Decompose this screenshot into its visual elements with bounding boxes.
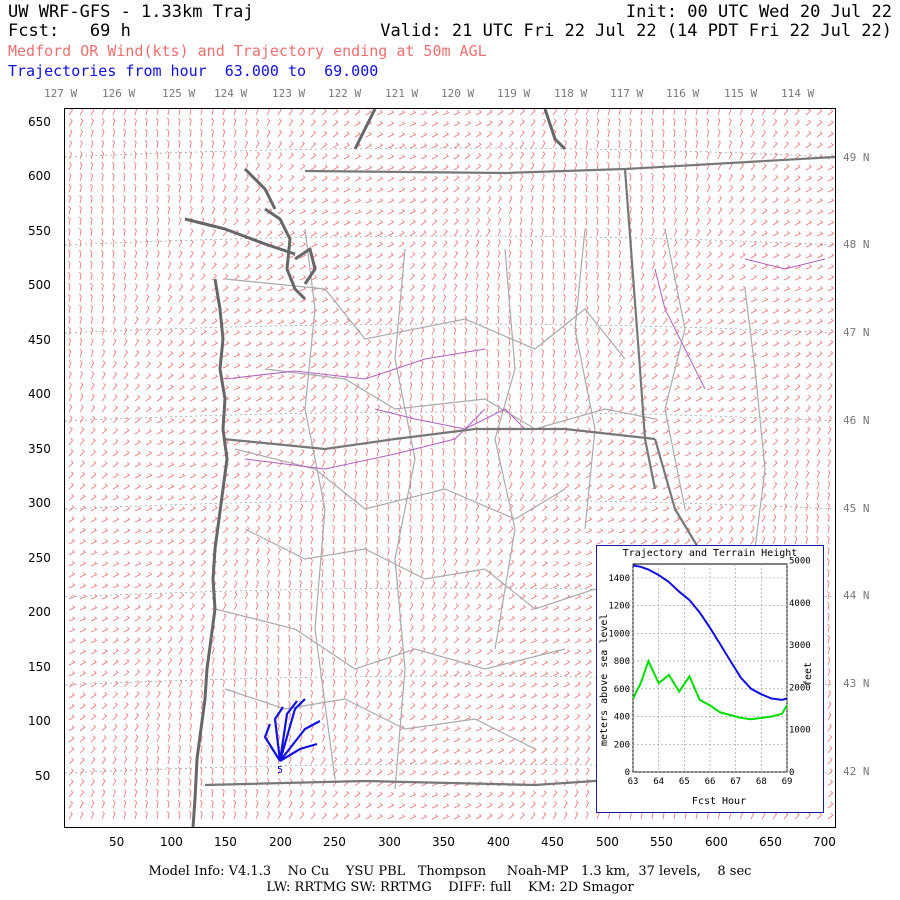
- inset-x-tick: 67: [730, 777, 741, 787]
- init-time: Init: 00 UTC Wed 20 Jul 22: [625, 2, 892, 22]
- map-subtitle: Medford OR Wind(kts) and Trajectory endi…: [8, 42, 487, 60]
- inset-left-tick: 0: [625, 768, 630, 778]
- x-tick-label: 300: [378, 835, 401, 849]
- x-tick-label: 650: [759, 835, 782, 849]
- map-canvas: 5: [65, 109, 835, 827]
- x-tick-label: 350: [432, 835, 455, 849]
- x-tick-label: 500: [596, 835, 619, 849]
- x-tick-label: 250: [323, 835, 346, 849]
- inset-x-tick: 68: [756, 777, 767, 787]
- lat-label: 47 N: [843, 326, 870, 339]
- inset-right-tick: 5000: [789, 557, 811, 567]
- lon-label: 126 W: [102, 87, 136, 100]
- lon-label: 114 W: [781, 87, 815, 100]
- inset-terrain-line: [632, 658, 788, 721]
- y-tick-label: 100: [28, 714, 51, 728]
- x-tick-label: 600: [705, 835, 728, 849]
- inset-x-tick: 63: [628, 777, 639, 787]
- y-tick-label: 650: [28, 115, 51, 129]
- inset-x-tick: 65: [679, 777, 690, 787]
- lon-label: 119 W: [497, 87, 531, 100]
- inset-left-tick: 1400: [608, 574, 630, 584]
- x-tick-label: 200: [269, 835, 292, 849]
- inset-left-tick: 400: [614, 713, 630, 723]
- lat-label: 46 N: [843, 414, 870, 427]
- y-tick-label: 50: [35, 769, 51, 783]
- y-tick-label: 200: [28, 605, 51, 619]
- model-info: Model Info: V4.1.3 No Cu YSU PBL Thompso…: [148, 864, 752, 879]
- inset-left-label: meters above sea level: [599, 614, 610, 746]
- lon-label: 125 W: [162, 87, 196, 100]
- trajectory-end-label: 5: [277, 765, 283, 776]
- x-tick-label: 450: [541, 835, 564, 849]
- coastline: [184, 109, 567, 827]
- lon-label: 124 W: [214, 87, 248, 100]
- inset-series: [632, 564, 788, 721]
- y-tick-label: 400: [28, 387, 51, 401]
- y-tick-label: 550: [28, 224, 51, 238]
- lon-label: 116 W: [666, 87, 700, 100]
- lat-label: 43 N: [843, 677, 870, 690]
- inset-right-tick: 4000: [789, 599, 811, 609]
- valid-time: Valid: 21 UTC Fri 22 Jul 22 (14 PDT Fri …: [380, 21, 892, 41]
- lon-label: 120 W: [441, 87, 475, 100]
- trajectory-paths: [263, 698, 321, 762]
- inset-trajectory-line: [632, 564, 788, 701]
- inset-x-tick: 69: [782, 777, 793, 787]
- inset-x-label: Fcst Hour: [692, 796, 746, 807]
- inset-left-tick: 1000: [608, 629, 630, 639]
- physics-info: LW: RRTMG SW: RRTMG DIFF: full KM: 2D Sm…: [266, 880, 634, 895]
- inset-left-tick: 800: [614, 657, 630, 667]
- lon-label: 127 W: [44, 87, 78, 100]
- forecast-hour: Fcst: 69 h: [8, 21, 131, 41]
- county-borders: [214, 228, 766, 790]
- trajectory-terrain-chart: Trajectory and Terrain Height meters abo…: [596, 545, 824, 813]
- lon-label: 121 W: [385, 87, 419, 100]
- inset-x-tick: 64: [653, 777, 664, 787]
- lon-label: 115 W: [724, 87, 758, 100]
- lat-label: 45 N: [843, 502, 870, 515]
- x-tick-label: 400: [487, 835, 510, 849]
- inset-right-tick: 3000: [789, 641, 811, 651]
- inset-right-tick: 1000: [789, 726, 811, 736]
- lon-label: 122 W: [328, 87, 362, 100]
- inset-tick-labels: 63 64 65 66 67 68 6914001200100080060040020005…: [608, 557, 810, 787]
- y-tick-label: 350: [28, 442, 51, 456]
- inset-right-tick: 2000: [789, 683, 811, 693]
- x-tick-label: 100: [160, 835, 183, 849]
- x-tick-label: 50: [109, 835, 125, 849]
- inset-right-label: feet: [803, 662, 814, 686]
- inset-left-tick: 600: [614, 685, 630, 695]
- y-tick-label: 600: [28, 169, 51, 183]
- x-tick-label: 700: [813, 835, 836, 849]
- rivers: [224, 258, 826, 470]
- map-title: UW WRF-GFS - 1.33km Traj: [8, 2, 254, 22]
- state-borders: [204, 155, 835, 787]
- lat-label: 48 N: [843, 238, 870, 251]
- lon-label: 118 W: [554, 87, 588, 100]
- inset-left-tick: 200: [614, 740, 630, 750]
- inset-canvas: Trajectory and Terrain Height meters abo…: [599, 548, 814, 807]
- inset-title: Trajectory and Terrain Height: [623, 548, 798, 559]
- y-tick-label: 300: [28, 496, 51, 510]
- y-tick-label: 150: [28, 660, 51, 674]
- lat-label: 42 N: [843, 765, 870, 778]
- inset-right-tick: 0: [789, 768, 794, 778]
- inset-x-tick: 66: [705, 777, 716, 787]
- x-tick-label: 150: [214, 835, 237, 849]
- y-tick-label: 500: [28, 278, 51, 292]
- inset-grid: [632, 563, 788, 773]
- lon-label: 123 W: [272, 87, 306, 100]
- inset-left-tick: 1200: [608, 602, 630, 612]
- lon-label: 117 W: [610, 87, 644, 100]
- x-tick-label: 550: [650, 835, 673, 849]
- y-tick-label: 450: [28, 333, 51, 347]
- y-tick-label: 250: [28, 551, 51, 565]
- lat-label: 49 N: [843, 151, 870, 164]
- trajectory-range: Trajectories from hour 63.000 to 69.000: [8, 62, 379, 80]
- lat-label: 44 N: [843, 589, 870, 602]
